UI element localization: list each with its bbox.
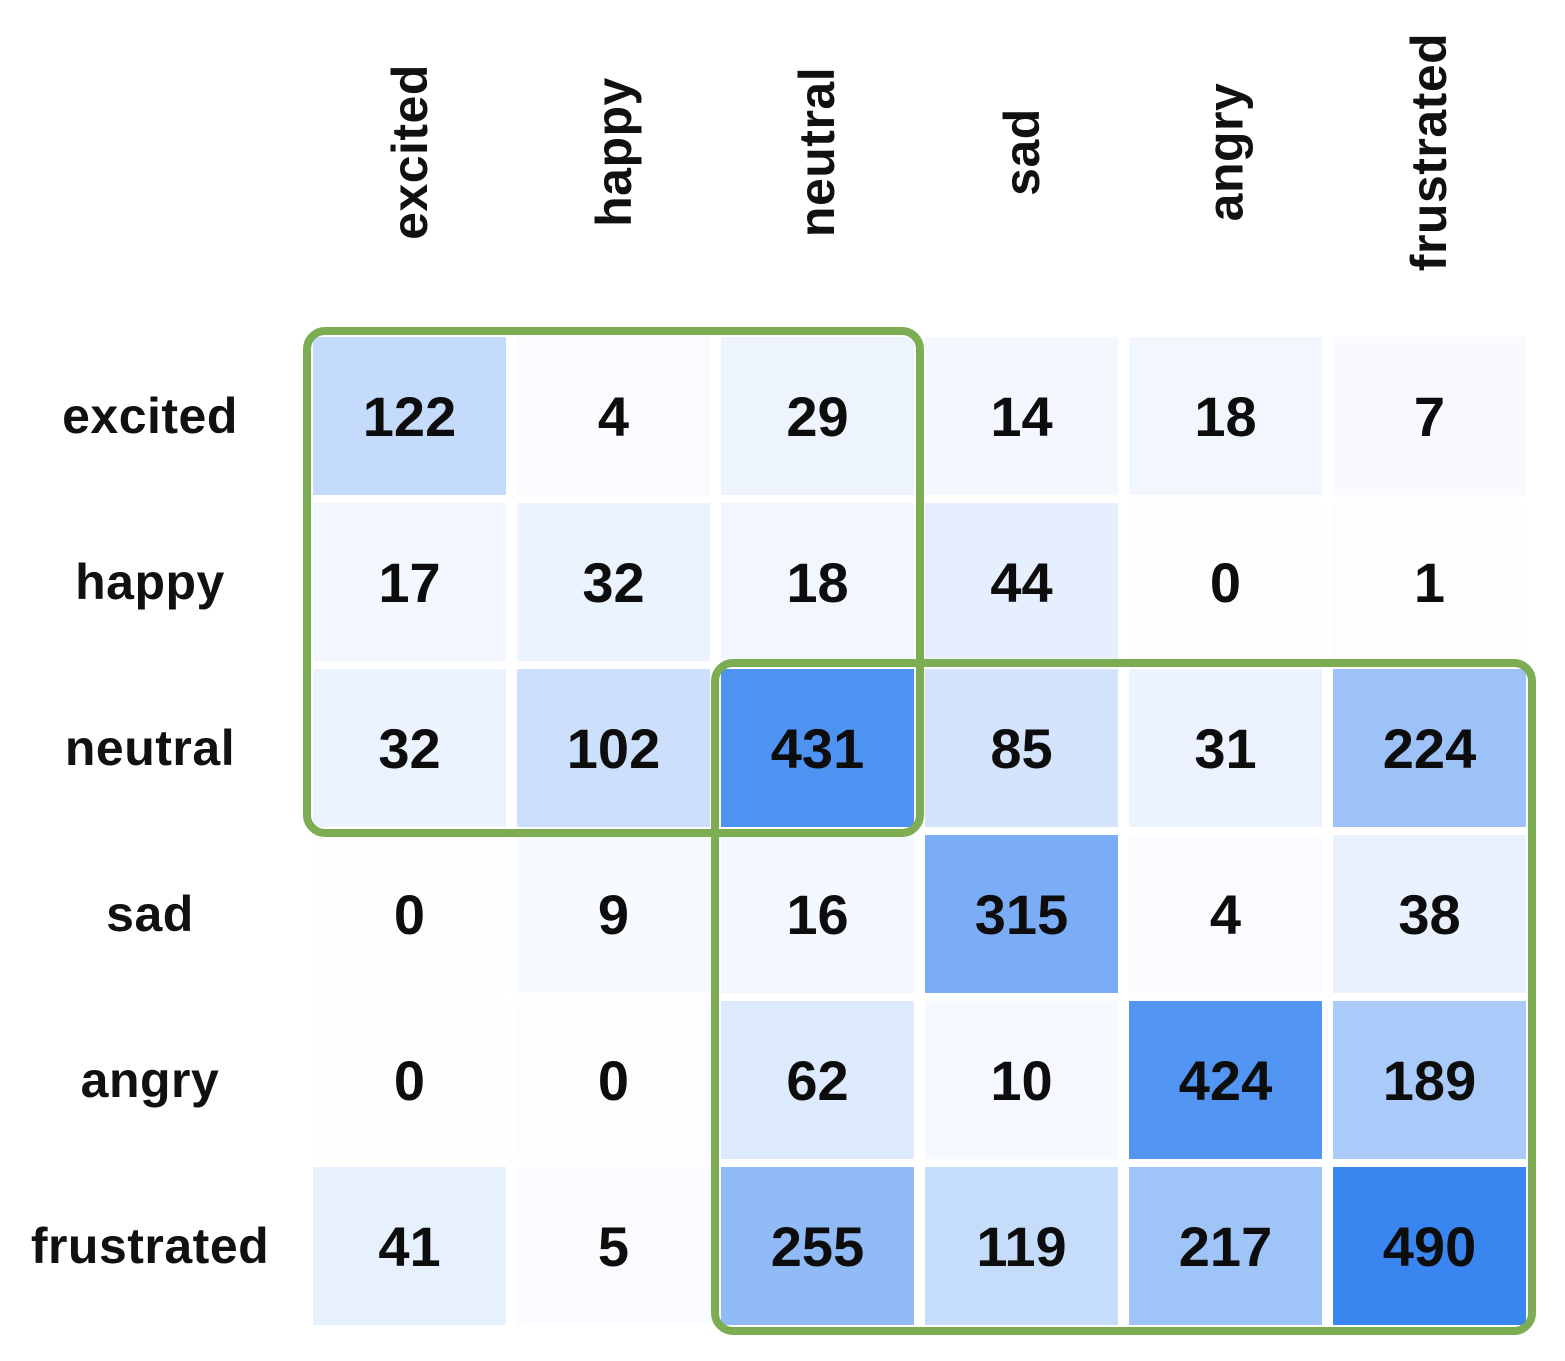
col-header-label: sad xyxy=(993,108,1050,196)
matrix-cell-excited-sad: 14 xyxy=(925,337,1118,495)
matrix-cell-happy-sad: 44 xyxy=(925,503,1118,661)
row-label-frustrated: frustrated xyxy=(30,1218,270,1274)
col-header-label: frustrated xyxy=(1401,32,1458,272)
matrix-cell-neutral-sad: 85 xyxy=(925,669,1118,827)
matrix-cell-happy-excited: 17 xyxy=(313,503,506,661)
col-header-label: neutral xyxy=(789,66,846,238)
row-label-excited: excited xyxy=(62,388,238,444)
matrix-cell-frustrated-excited: 41 xyxy=(313,1167,506,1325)
col-header-label: angry xyxy=(1197,82,1254,222)
matrix-cell-frustrated-angry: 217 xyxy=(1129,1167,1322,1325)
col-header-happy: happy xyxy=(512,0,716,304)
matrix-cell-happy-neutral: 18 xyxy=(721,503,914,661)
heatmap-grid: 122 4 29 14 18 7 17 32 18 44 0 1 32 102 431 85 31 224 0 9 16… xyxy=(313,337,1526,1325)
matrix-cell-happy-angry: 0 xyxy=(1129,503,1322,661)
row-label-sad: sad xyxy=(106,886,194,942)
matrix-cell-excited-neutral: 29 xyxy=(721,337,914,495)
matrix-cell-sad-excited: 0 xyxy=(313,835,506,993)
col-header-sad: sad xyxy=(920,0,1124,304)
matrix-cell-angry-happy: 0 xyxy=(517,1001,710,1159)
matrix-cell-excited-excited: 122 xyxy=(313,337,506,495)
matrix-cell-excited-angry: 18 xyxy=(1129,337,1322,495)
matrix-cell-sad-angry: 4 xyxy=(1129,835,1322,993)
col-header-label: happy xyxy=(585,77,642,227)
row-label-happy: happy xyxy=(75,554,225,610)
matrix-cell-neutral-neutral: 431 xyxy=(721,669,914,827)
col-header-neutral: neutral xyxy=(716,0,920,304)
matrix-cell-neutral-happy: 102 xyxy=(517,669,710,827)
matrix-cell-sad-neutral: 16 xyxy=(721,835,914,993)
row-label-neutral: neutral xyxy=(64,720,236,776)
row-label-angry: angry xyxy=(80,1052,220,1108)
matrix-cell-sad-frustrated: 38 xyxy=(1333,835,1526,993)
matrix-cell-neutral-excited: 32 xyxy=(313,669,506,827)
matrix-cell-angry-angry: 424 xyxy=(1129,1001,1322,1159)
matrix-cell-frustrated-sad: 119 xyxy=(925,1167,1118,1325)
matrix-cell-excited-happy: 4 xyxy=(517,337,710,495)
col-header-excited: excited xyxy=(308,0,512,304)
matrix-cell-angry-neutral: 62 xyxy=(721,1001,914,1159)
matrix-cell-frustrated-happy: 5 xyxy=(517,1167,710,1325)
col-header-frustrated: frustrated xyxy=(1328,0,1532,304)
matrix-cell-neutral-frustrated: 224 xyxy=(1333,669,1526,827)
matrix-cell-angry-sad: 10 xyxy=(925,1001,1118,1159)
matrix-cell-frustrated-frustrated: 490 xyxy=(1333,1167,1526,1325)
matrix-cell-happy-frustrated: 1 xyxy=(1333,503,1526,661)
matrix-cell-excited-frustrated: 7 xyxy=(1333,337,1526,495)
matrix-cell-neutral-angry: 31 xyxy=(1129,669,1322,827)
matrix-cell-sad-happy: 9 xyxy=(517,835,710,993)
matrix-cell-sad-sad: 315 xyxy=(925,835,1118,993)
col-header-angry: angry xyxy=(1124,0,1328,304)
matrix-cell-happy-happy: 32 xyxy=(517,503,710,661)
matrix-cell-angry-excited: 0 xyxy=(313,1001,506,1159)
col-header-label: excited xyxy=(381,64,438,240)
matrix-cell-frustrated-neutral: 255 xyxy=(721,1167,914,1325)
matrix-cell-angry-frustrated: 189 xyxy=(1333,1001,1526,1159)
